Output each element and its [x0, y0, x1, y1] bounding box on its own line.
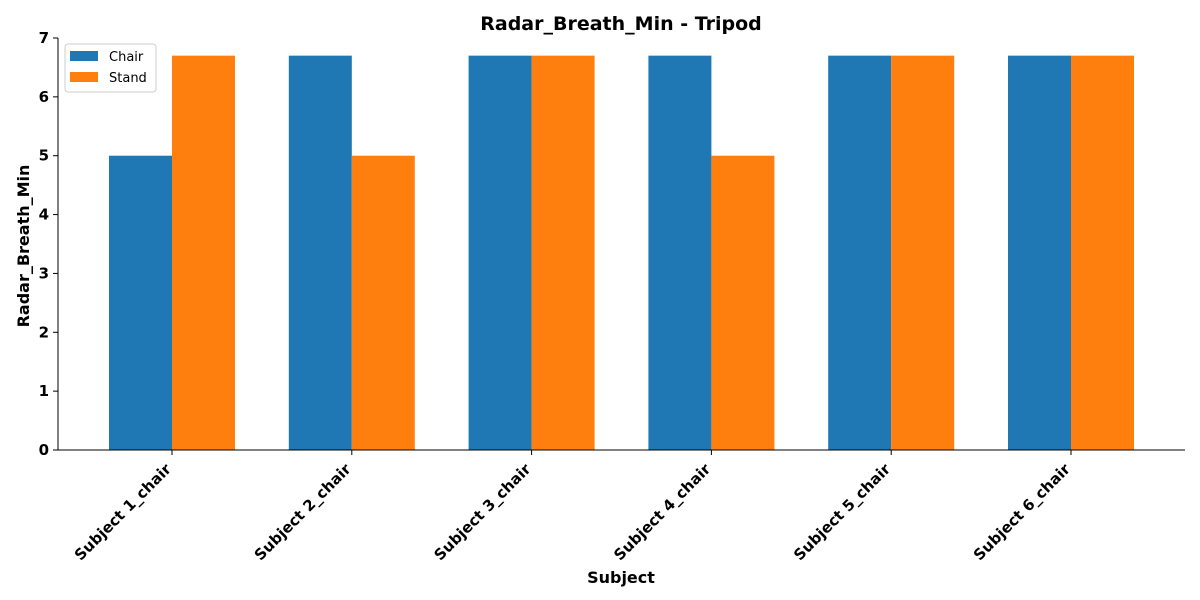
bar-chair-3: [468, 55, 532, 451]
y-tick-label: 5: [39, 147, 49, 165]
legend-swatch-stand: [70, 72, 98, 82]
y-tick-label: 2: [39, 323, 49, 341]
y-tick-label: 7: [39, 29, 49, 47]
x-tick-label: Subject 4_chair: [610, 460, 714, 564]
bars-group: [109, 55, 1134, 451]
y-tick-label: 1: [39, 382, 49, 400]
legend-label-chair: Chair: [109, 50, 144, 65]
bar-stand-4: [711, 155, 775, 450]
x-tick-label: Subject 1_chair: [71, 460, 175, 564]
legend: Chair Stand: [64, 43, 157, 93]
bar-stand-3: [531, 55, 595, 451]
bar-stand-1: [172, 55, 235, 451]
x-axis-title: Subject: [587, 568, 655, 587]
bar-stand-6: [1071, 55, 1134, 451]
bar-stand-2: [351, 155, 415, 450]
bar-stand-5: [891, 55, 955, 451]
legend-swatch-chair: [70, 51, 98, 61]
y-tick-label: 6: [39, 88, 49, 106]
x-tick-label: Subject 2_chair: [251, 460, 355, 564]
y-axis-title: Radar_Breath_Min: [14, 165, 33, 328]
x-tick-label: Subject 6_chair: [970, 460, 1074, 564]
bar-chair-5: [828, 55, 892, 451]
bar-chair-1: [109, 155, 172, 450]
y-tick-label: 3: [39, 264, 49, 282]
bar-chair-4: [648, 55, 712, 451]
x-tick-label: Subject 5_chair: [790, 460, 894, 564]
bar-chair-2: [288, 55, 352, 451]
y-tick-label: 0: [39, 441, 49, 459]
bar-chair-6: [1008, 55, 1071, 451]
x-tick-label: Subject 3_chair: [430, 460, 534, 564]
y-tick-label: 4: [39, 206, 49, 224]
chart-title: Radar_Breath_Min - Tripod: [480, 13, 761, 35]
legend-label-stand: Stand: [109, 71, 147, 86]
